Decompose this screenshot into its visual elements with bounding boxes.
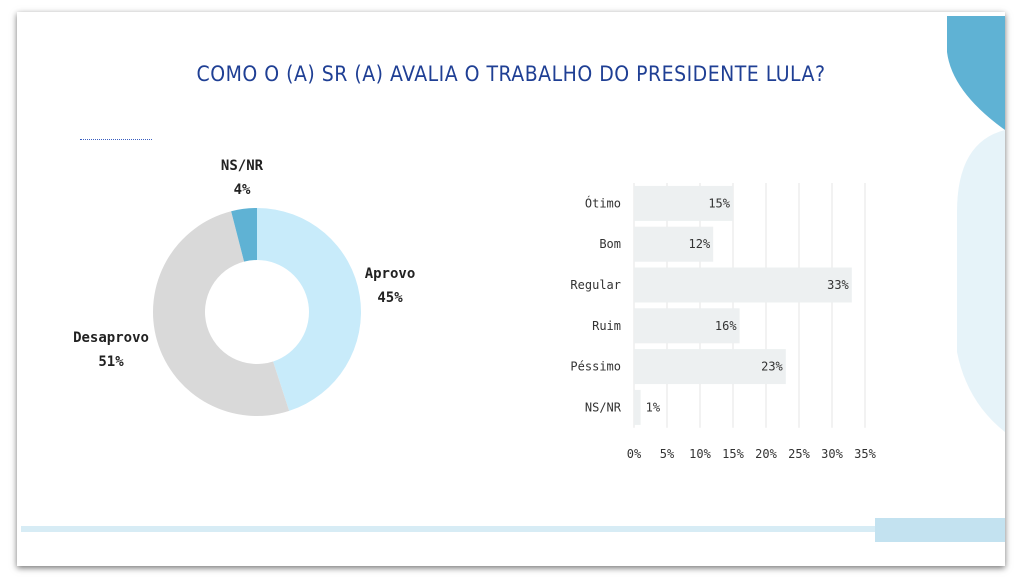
donut-label-desaprovo-value: 51% — [98, 354, 124, 370]
bar — [634, 349, 786, 385]
donut-slice-desaprovo — [153, 211, 290, 416]
donut-label-desaprovo: Desaprovo 51% — [71, 326, 151, 374]
deco-light-shape — [957, 130, 1005, 432]
donut-label-nsnr: NS/NR 4% — [207, 154, 277, 202]
page-title: COMO O (A) SR (A) AVALIA O TRABALHO DO P… — [196, 62, 826, 86]
donut-label-desaprovo-name: Desaprovo — [73, 330, 149, 346]
category-label: Ruim — [592, 319, 621, 333]
donut-label-aprovo: Aprovo 45% — [355, 262, 425, 310]
value-label: 12% — [689, 237, 711, 251]
donut-slice-aprovo — [257, 208, 362, 411]
category-label: NS/NR — [585, 400, 622, 414]
donut-chart — [153, 208, 362, 416]
value-label: 23% — [761, 360, 783, 374]
bar — [634, 185, 733, 221]
value-label: 1% — [646, 400, 661, 414]
category-label: Regular — [570, 278, 621, 292]
category-label: Ótimo — [585, 195, 621, 210]
tick-label: 0% — [627, 447, 642, 461]
tick-label: 10% — [689, 447, 711, 461]
bar — [634, 389, 641, 425]
value-label: 15% — [708, 196, 730, 210]
donut-label-nsnr-name: NS/NR — [220, 158, 264, 174]
donut-label-nsnr-value: 4% — [233, 182, 251, 198]
tick-label: 20% — [755, 447, 777, 461]
category-label: Péssimo — [570, 360, 621, 374]
deco-footer-line — [21, 526, 957, 532]
value-label: 16% — [715, 319, 737, 333]
category-label: Bom — [599, 237, 621, 251]
title-underline — [80, 139, 152, 140]
donut-label-aprovo-value: 45% — [377, 290, 403, 306]
deco-footer-block — [875, 518, 1005, 542]
value-label: 33% — [827, 278, 849, 292]
slide: COMO O (A) SR (A) AVALIA O TRABALHO DO P… — [17, 12, 1005, 566]
tick-label: 15% — [722, 447, 744, 461]
tick-label: 30% — [821, 447, 843, 461]
tick-label: 35% — [854, 447, 876, 461]
donut-label-aprovo-name: Aprovo — [364, 266, 416, 282]
tick-label: 5% — [660, 447, 675, 461]
bar — [634, 267, 852, 303]
donut-slice-ns-nr — [231, 208, 257, 262]
bar-chart: Ótimo 15% Bom 12% Regular 33% Ruim 16% Péssimo 23… — [570, 183, 877, 461]
bar — [634, 226, 714, 262]
bar — [634, 308, 740, 344]
tick-label: 25% — [788, 447, 810, 461]
